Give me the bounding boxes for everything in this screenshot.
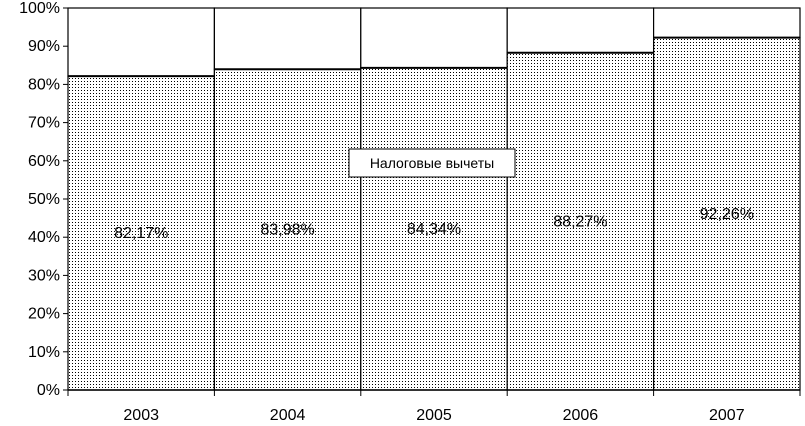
- bar-2006: [506, 52, 655, 391]
- bar-remainder-2006: [506, 7, 655, 54]
- x-tick-label-2006: 2006: [563, 407, 599, 424]
- bars: 82,17% 83,98% 84,34% 88,27% 92,26%: [67, 7, 801, 391]
- bar-2005: [360, 67, 508, 391]
- y-tick-label: 80%: [28, 76, 60, 93]
- legend-label: Налоговые вычеты: [370, 155, 494, 171]
- y-tick-label: 30%: [28, 267, 60, 284]
- x-tick-label-2004: 2004: [270, 407, 306, 424]
- data-label-2007: 92,26%: [700, 206, 754, 223]
- x-tick-label-2003: 2003: [123, 407, 159, 424]
- legend: Налоговые вычеты: [348, 148, 516, 178]
- data-label-2005: 84,34%: [407, 221, 461, 238]
- bar-2007: [652, 36, 801, 391]
- data-label-2003: 82,17%: [114, 225, 168, 242]
- x-tick-label-2007: 2007: [709, 407, 745, 424]
- y-tick-label: 60%: [28, 153, 60, 170]
- bar-remainder-2004: [213, 7, 362, 70]
- data-label-2004: 83,98%: [260, 222, 314, 239]
- y-tick-label: 20%: [28, 306, 60, 323]
- y-tick-label: 10%: [28, 344, 60, 361]
- bar-2004: [213, 68, 362, 391]
- y-axis: 0% 10% 20% 30% 40% 50% 60% 70% 80% 90% 100%: [19, 0, 69, 399]
- bar-remainder-2005: [360, 7, 508, 69]
- x-tick-label-2005: 2005: [416, 407, 452, 424]
- y-tick-label: 70%: [28, 115, 60, 132]
- legend-box: [348, 148, 516, 178]
- y-tick-label: 50%: [28, 191, 60, 208]
- y-tick-label: 90%: [28, 38, 60, 55]
- data-label-2006: 88,27%: [553, 213, 607, 230]
- y-tick-label: 100%: [19, 0, 60, 17]
- bar-remainder-2003: [67, 7, 215, 77]
- y-tick-label: 0%: [37, 382, 60, 399]
- x-axis: 2003 2004 2005 2006 2007: [67, 389, 801, 424]
- bar-remainder-2007: [652, 7, 801, 39]
- y-tick-label: 40%: [28, 229, 60, 246]
- bar-2003: [67, 75, 215, 391]
